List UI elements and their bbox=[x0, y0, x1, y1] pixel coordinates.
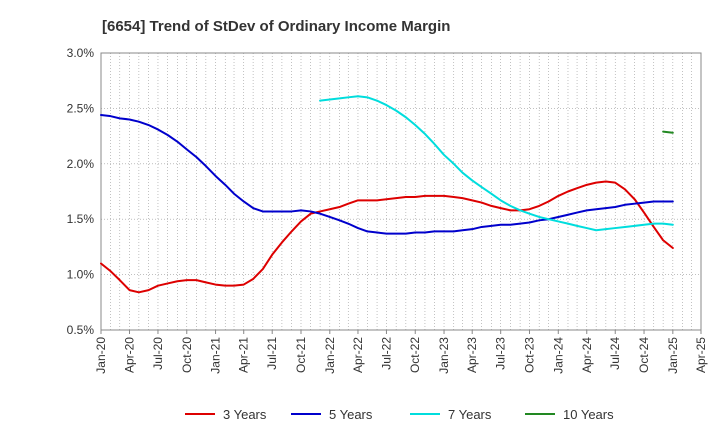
series-line-10-years bbox=[662, 130, 674, 134]
x-tick-label: Apr-22 bbox=[351, 337, 365, 373]
x-tick-label: Apr-24 bbox=[580, 337, 594, 373]
x-tick-label: Oct-23 bbox=[522, 337, 536, 373]
x-tick-label: Apr-21 bbox=[237, 337, 251, 373]
x-tick-label: Jul-23 bbox=[494, 337, 508, 370]
x-tick-label: Apr-20 bbox=[122, 337, 136, 373]
series-line-5-years bbox=[100, 114, 674, 235]
x-tick-label: Oct-21 bbox=[294, 337, 308, 373]
x-tick-label: Jan-20 bbox=[94, 337, 108, 374]
x-tick-label: Apr-23 bbox=[465, 337, 479, 373]
x-tick-label: Jul-22 bbox=[379, 337, 393, 370]
legend-label: 7 Years bbox=[448, 407, 492, 422]
x-tick-label: Jul-20 bbox=[151, 337, 165, 370]
x-tick-label: Oct-22 bbox=[408, 337, 422, 373]
x-tick-label: Jan-22 bbox=[323, 337, 337, 374]
plot-frame bbox=[100, 52, 702, 331]
legend: 3 Years 5 Years 7 Years 10 Years bbox=[185, 407, 614, 422]
x-tick-label: Jul-21 bbox=[265, 337, 279, 370]
y-tick-label: 3.0% bbox=[67, 46, 95, 60]
y-tick-label: 0.5% bbox=[67, 323, 95, 337]
x-tick-label: Oct-24 bbox=[637, 337, 651, 373]
chart-title: [6654] Trend of StDev of Ordinary Income… bbox=[102, 18, 450, 35]
y-tick-label: 1.0% bbox=[67, 268, 95, 282]
y-tick-label: 1.5% bbox=[67, 212, 95, 226]
x-tick-label: Jul-24 bbox=[608, 337, 622, 370]
x-tick-label: Jan-21 bbox=[209, 337, 223, 374]
plot-background bbox=[101, 53, 701, 330]
x-tick-label: Oct-20 bbox=[180, 337, 194, 373]
legend-label: 5 Years bbox=[329, 407, 373, 422]
x-tick-label: Jan-25 bbox=[666, 337, 680, 374]
x-tick-label: Apr-25 bbox=[694, 337, 708, 373]
x-tick-label: Jan-24 bbox=[551, 337, 565, 374]
legend-label: 10 Years bbox=[563, 407, 614, 422]
y-tick-label: 2.5% bbox=[67, 101, 95, 115]
y-tick-label: 2.0% bbox=[67, 157, 95, 171]
series-lines bbox=[100, 95, 674, 294]
series-line-3-years bbox=[100, 180, 674, 294]
legend-label: 3 Years bbox=[223, 407, 267, 422]
grid bbox=[100, 52, 702, 331]
axes: 0.5% 1.0% 1.5% 2.0% 2.5% 3.0% Jan-20 Apr-20 Jul-… bbox=[67, 46, 708, 374]
x-tick-label: Jan-23 bbox=[437, 337, 451, 374]
series-line-7-years bbox=[319, 95, 674, 232]
